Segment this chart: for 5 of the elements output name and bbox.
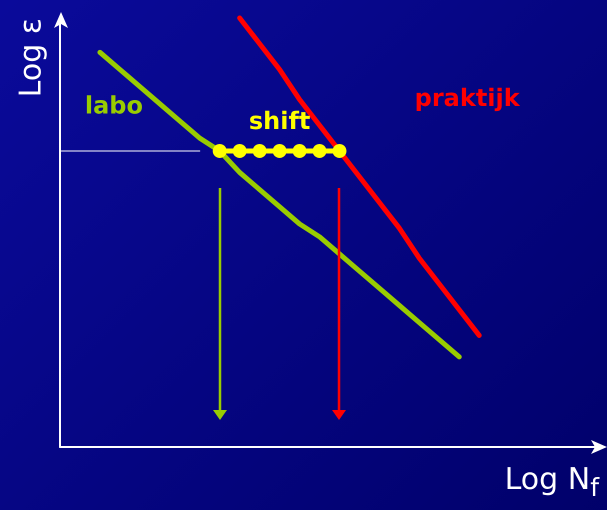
text: praktijk [414, 84, 521, 112]
y-axis-title: Log ε [14, 18, 48, 98]
x-axis-title: Log N$_{f}$ [504, 462, 599, 502]
series-label: labo [84, 91, 143, 120]
series-label: shift [248, 106, 310, 135]
